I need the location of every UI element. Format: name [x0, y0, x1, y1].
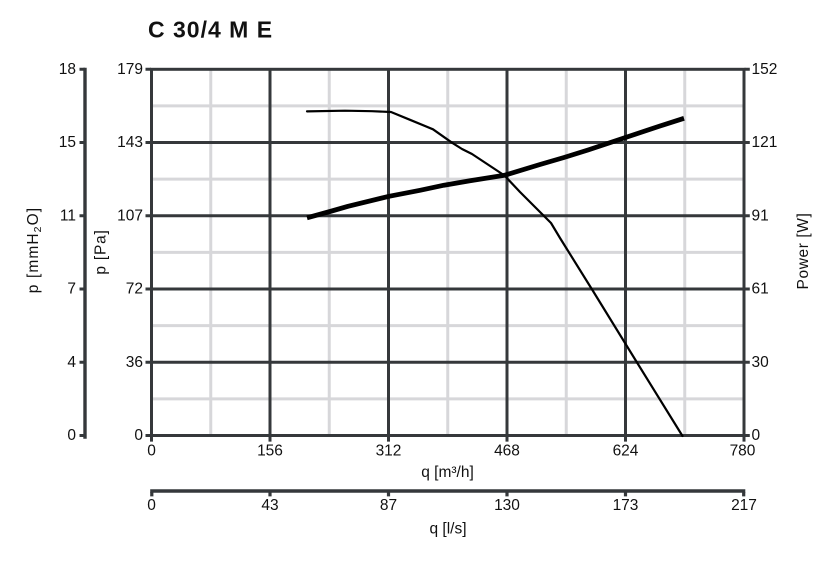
svg-text:q [l/s]: q [l/s] [429, 521, 466, 538]
svg-text:Power [W]: Power [W] [795, 213, 812, 290]
svg-text:61: 61 [752, 281, 769, 298]
svg-text:468: 468 [494, 443, 520, 460]
svg-text:0: 0 [147, 497, 156, 514]
svg-text:p [Pa]: p [Pa] [93, 229, 110, 274]
svg-text:0: 0 [752, 427, 761, 444]
svg-text:p [mmH2O]: p [mmH2O] [25, 207, 44, 293]
svg-text:C 30/4 M E: C 30/4 M E [148, 17, 273, 43]
svg-text:780: 780 [730, 443, 756, 460]
svg-text:107: 107 [117, 207, 143, 224]
svg-text:11: 11 [60, 207, 76, 224]
svg-text:0: 0 [134, 427, 143, 444]
svg-text:q [m³/h]: q [m³/h] [421, 464, 474, 481]
svg-text:15: 15 [59, 134, 76, 151]
svg-text:0: 0 [67, 427, 76, 444]
svg-text:4: 4 [67, 354, 76, 371]
svg-text:173: 173 [613, 497, 639, 514]
svg-text:130: 130 [494, 497, 520, 514]
svg-text:7: 7 [67, 281, 76, 298]
svg-text:121: 121 [752, 134, 778, 151]
svg-text:156: 156 [257, 443, 283, 460]
svg-text:624: 624 [613, 443, 639, 460]
svg-text:30: 30 [752, 354, 770, 371]
svg-text:217: 217 [731, 497, 757, 514]
svg-text:152: 152 [752, 61, 778, 78]
svg-text:179: 179 [117, 61, 143, 78]
svg-text:43: 43 [261, 497, 278, 514]
svg-text:72: 72 [126, 281, 143, 298]
svg-text:18: 18 [59, 61, 76, 78]
svg-text:312: 312 [376, 443, 402, 460]
svg-text:143: 143 [117, 134, 143, 151]
svg-text:36: 36 [126, 354, 143, 371]
svg-text:0: 0 [147, 443, 156, 460]
svg-text:87: 87 [380, 497, 397, 514]
svg-text:91: 91 [752, 207, 769, 224]
